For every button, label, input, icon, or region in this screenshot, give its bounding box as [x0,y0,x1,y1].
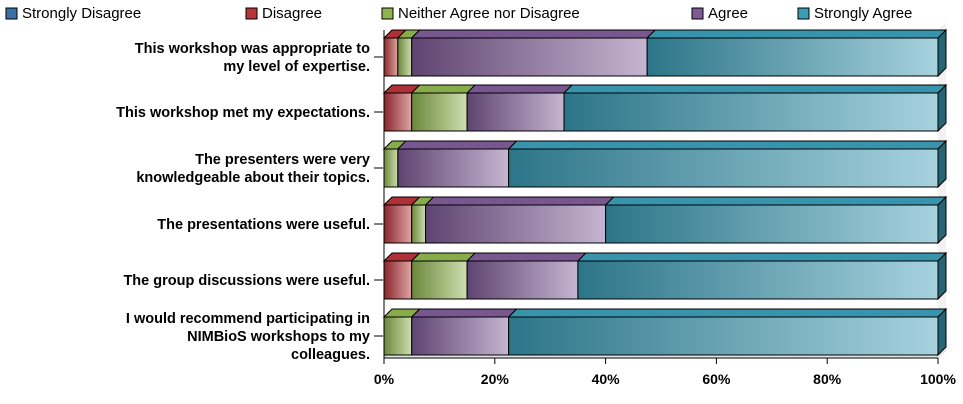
bar-agree-1 [411,37,648,77]
category-label-5: The group discussions were useful. [123,273,370,289]
bar-neither-agree-nor-disagree-5 [411,260,468,300]
category-label-2: This workshop met my expectations. [116,105,370,121]
bar-agree-6-top [410,308,518,318]
legend-label-strongly-disagree: Strongly Disagree [22,5,141,22]
bar-end-1 [937,28,947,78]
bar-neither-agree-nor-disagree-4 [411,204,427,244]
bar-agree-6 [411,316,510,356]
bar-row-2 [382,83,948,133]
legend-swatch-agree [691,7,704,20]
bar-disagree-5 [383,260,413,300]
bar-row-4 [382,195,948,245]
legend-label-neither-agree-nor-disagree: Neither Agree nor Disagree [398,5,580,22]
legend-swatch-strongly-agree [797,7,810,20]
x-tick-label-0: 0% [374,371,395,387]
x-axis: 0% 20% 40% 60% 80% 100% [374,30,956,387]
bar-neither-agree-nor-disagree-2-top [410,84,477,94]
legend-label-disagree: Disagree [262,5,322,22]
legend-label-agree: Agree [708,5,748,22]
bar-end-5 [937,251,947,301]
bar-end-2 [937,83,947,133]
bar-agree-5-top [465,252,588,262]
bar-strongly-agree-3-top [507,140,948,150]
bar-disagree-2 [383,92,413,132]
bar-row-1 [382,28,948,78]
bar-strongly-agree-4 [605,204,939,244]
bar-strongly-agree-2-top [562,84,948,94]
bar-neither-agree-nor-disagree-5-top [410,252,477,262]
bar-strongly-agree-5-top [576,252,948,262]
category-label-4: The presentations were useful. [157,217,370,233]
bar-strongly-agree-5 [577,260,939,300]
bar-row-6 [382,307,948,357]
bar-agree-1-top [410,29,657,39]
bar-agree-5 [466,260,579,300]
bar-agree-2-top [465,84,574,94]
bar-strongly-agree-2 [563,92,939,132]
legend: Strongly Disagree Disagree Neither Agree n… [5,5,912,22]
bar-end-6 [937,307,947,357]
bar-neither-agree-nor-disagree-6 [383,316,413,356]
x-tick-label-2: 40% [592,371,621,387]
bar-agree-2 [466,92,565,132]
bars [382,28,948,357]
x-tick-label-3: 60% [702,371,731,387]
bar-agree-3-top [396,140,518,150]
bar-neither-agree-nor-disagree-1 [397,37,413,77]
bar-end-4 [937,195,947,245]
bar-row-5 [382,251,948,301]
legend-swatch-strongly-disagree [5,7,18,20]
category-label-1: This workshop was appropriate to my level… [135,41,370,75]
bar-neither-agree-nor-disagree-3 [383,148,399,188]
bar-row-3 [382,139,948,189]
legend-swatch-disagree [245,7,258,20]
legend-swatch-neither-agree-nor-disagree [381,7,394,20]
x-tick-label-1: 20% [481,371,510,387]
category-labels: This workshop was appropriate to my level… [116,41,383,363]
bar-strongly-agree-1-top [645,29,948,39]
bar-strongly-agree-6-top [507,308,948,318]
category-label-3: The presenters were very knowledgeable ab… [136,152,370,186]
bar-strongly-agree-6 [508,316,939,356]
bar-agree-4 [425,204,607,244]
x-tick-label-4: 80% [813,371,842,387]
x-tick-label-5: 100% [920,371,956,387]
bar-agree-3 [397,148,510,188]
bar-disagree-4 [383,204,413,244]
bar-strongly-agree-3 [508,148,939,188]
bar-strongly-agree-1 [646,37,939,77]
category-label-6: I would recommend participating in NIMBio… [126,311,370,363]
bar-agree-4-top [424,196,615,206]
bar-strongly-agree-4-top [604,196,948,206]
bar-disagree-1 [383,37,399,77]
bar-neither-agree-nor-disagree-2 [411,92,468,132]
bar-end-3 [937,139,947,189]
legend-label-strongly-agree: Strongly Agree [814,5,912,22]
